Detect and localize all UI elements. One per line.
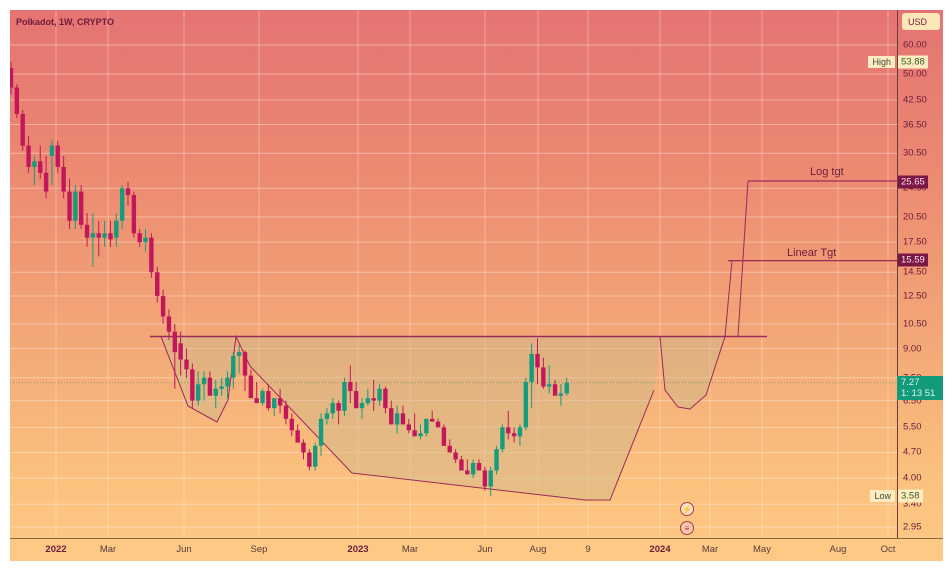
time-tick: 2024 [649, 544, 671, 555]
price-tick: 60.00 [903, 39, 927, 51]
price-tick: 20.50 [903, 211, 927, 223]
high-label: High [868, 56, 895, 68]
price-tick: 10.50 [903, 318, 927, 330]
linear-target-label: Linear Tgt [787, 247, 837, 259]
price-tick: 36.50 [903, 119, 927, 131]
symbol-title[interactable]: Polkadot, 1W, CRYPTO [16, 17, 115, 27]
time-tick: 2022 [45, 544, 67, 555]
time-tick: Mar [401, 544, 419, 555]
time-tick: Sep [250, 544, 268, 555]
chart-frame: Polkadot, 1W, CRYPTO Log tgt Linear Tgt … [10, 10, 944, 561]
earnings-event-icon[interactable]: ≡ [680, 521, 694, 535]
time-tick: Mar [99, 544, 117, 555]
time-tick: Aug [829, 544, 847, 555]
log-target-label: Log tgt [810, 166, 844, 178]
cup-and-handle-pattern [10, 334, 897, 501]
price-tick: 5.50 [903, 421, 922, 433]
time-tick: Mar [701, 544, 719, 555]
price-tick: 42.50 [903, 94, 927, 106]
bar-countdown: 1: 13 51 [901, 388, 936, 399]
price-tick: 50.00 [903, 68, 927, 80]
time-axis[interactable]: 2022 Mar Jun Sep 2023 Mar Jun Aug 9 2024 Mar May Aug… [10, 538, 943, 561]
price-plot[interactable] [10, 10, 897, 538]
linear-target-price-badge: 15.59 [898, 253, 928, 267]
last-price-value: 7.27 [901, 377, 920, 388]
price-tick: 14.50 [903, 266, 927, 278]
last-price-badge: 7.27 1: 13 51 [897, 376, 943, 400]
low-value-badge: 3.58 [898, 489, 923, 503]
price-tick: 2.95 [903, 521, 922, 533]
price-tick: 4.00 [903, 472, 922, 484]
time-tick: May [753, 544, 771, 555]
target-lines [724, 180, 897, 337]
grid-lines [10, 10, 897, 538]
log-target-price-badge: 25.65 [898, 175, 928, 189]
price-tick: 17.50 [903, 236, 927, 248]
price-tick: 30.50 [903, 147, 927, 159]
time-tick: Oct [880, 544, 896, 555]
low-label: Low [870, 490, 895, 502]
price-tick: 4.70 [903, 446, 922, 458]
time-tick: Jun [477, 544, 493, 555]
price-tick: 3.40 [903, 498, 922, 510]
price-tick: 9.00 [903, 343, 922, 355]
time-tick: Jun [176, 544, 192, 555]
price-tick: 12.50 [903, 290, 927, 302]
time-tick: 2023 [347, 544, 369, 555]
price-tick: 6.50 [903, 395, 922, 407]
time-tick: Aug [529, 544, 547, 555]
time-tick: 9 [585, 544, 591, 555]
high-value-badge: 53.88 [898, 55, 928, 69]
candlestick-series [10, 61, 569, 497]
dividend-event-icon[interactable]: ⚡ [680, 502, 694, 516]
currency-selector[interactable]: USD [902, 13, 940, 30]
price-axis[interactable]: 60.0050.0042.5036.5030.5024.5020.5017.50… [897, 10, 944, 538]
